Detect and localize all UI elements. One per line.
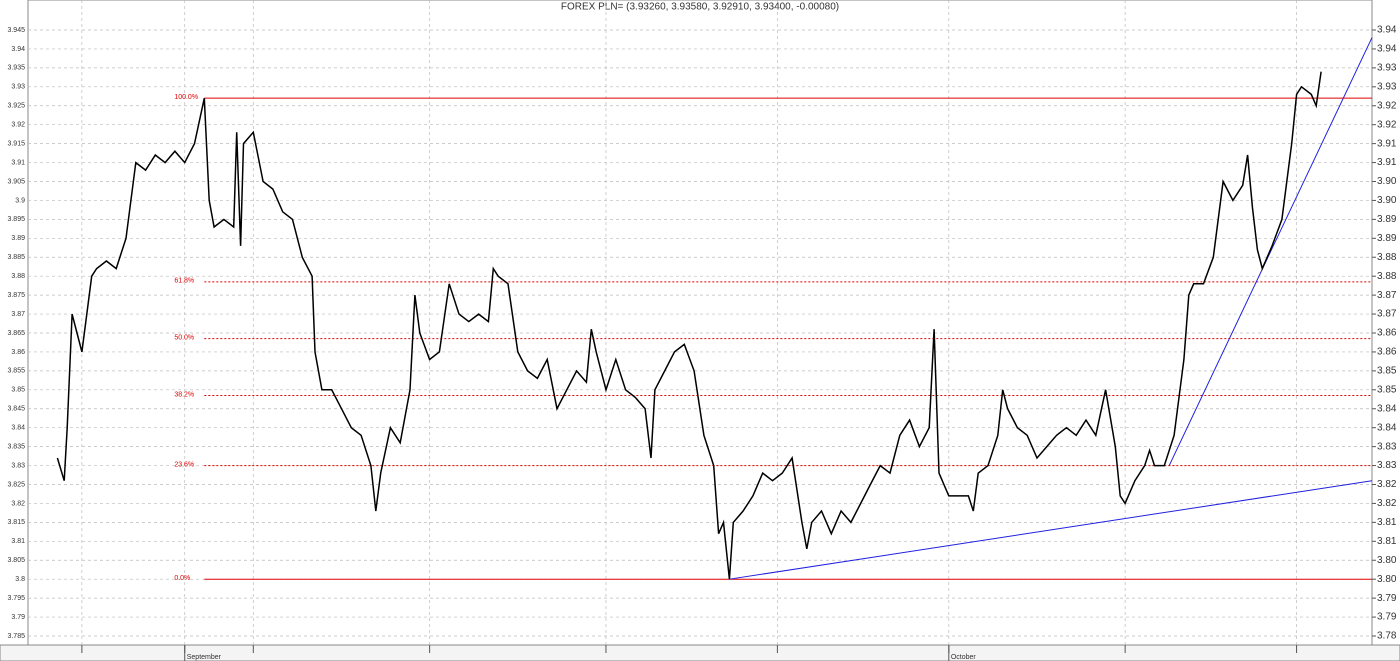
fib-label: 61.8% <box>174 278 194 285</box>
y-tick-label: 3.94 <box>11 46 25 53</box>
y-tick-label: 3.87 <box>11 311 25 318</box>
y-tick-label: 3.815 <box>7 519 25 526</box>
y2-tick-label: 3.94 <box>1377 44 1397 55</box>
trendline <box>729 480 1373 580</box>
y-tick-label: 3.83 <box>11 462 25 469</box>
y2-tick-label: 3.92 <box>1377 100 1397 111</box>
fib-label: 50.0% <box>174 335 194 342</box>
y-tick-label: 3.8 <box>15 576 25 583</box>
y-tick-label: 3.92 <box>11 122 25 129</box>
y2-tick-label: 3.85 <box>1377 366 1397 377</box>
fib-label: 23.6% <box>174 461 194 468</box>
y-tick-label: 3.88 <box>11 273 25 280</box>
chart-title: FOREX PLN= (3.93260, 3.93580, 3.92910, 3… <box>561 2 839 13</box>
y-tick-label: 3.945 <box>7 27 25 34</box>
y-tick-label: 3.915 <box>7 140 25 147</box>
y-tick-label: 3.935 <box>7 65 25 72</box>
y2-tick-label: 3.89 <box>1377 233 1397 244</box>
y-tick-label: 3.85 <box>11 387 25 394</box>
y-tick-label: 3.905 <box>7 178 25 185</box>
y2-tick-label: 3.84 <box>1377 403 1397 414</box>
y2-tick-label: 3.88 <box>1377 271 1397 282</box>
y2-tick-label: 3.91 <box>1377 157 1397 168</box>
date-axis <box>0 644 1400 661</box>
fib-label: 38.2% <box>174 391 194 398</box>
y2-tick-label: 3.81 <box>1377 536 1397 547</box>
y-tick-label: 3.785 <box>7 633 25 640</box>
y2-tick-label: 3.82 <box>1377 498 1397 509</box>
y2-tick-label: 3.91 <box>1377 138 1397 149</box>
price-line <box>56 71 1322 580</box>
y2-tick-label: 3.81 <box>1377 517 1397 528</box>
y2-tick-label: 3.83 <box>1377 460 1397 471</box>
fib-label: 0.0% <box>174 575 190 582</box>
y2-tick-label: 3.87 <box>1377 309 1397 320</box>
y2-tick-label: 3.86 <box>1377 328 1397 339</box>
y-tick-label: 3.86 <box>11 349 25 356</box>
y2-tick-label: 3.94 <box>1377 25 1397 36</box>
y2-tick-label: 3.90 <box>1377 195 1397 206</box>
y-tick-label: 3.875 <box>7 292 25 299</box>
y-tick-label: 3.805 <box>7 557 25 564</box>
y-tick-label: 3.855 <box>7 368 25 375</box>
y-tick-label: 3.82 <box>11 500 25 507</box>
y2-tick-label: 3.88 <box>1377 252 1397 263</box>
y2-tick-label: 3.85 <box>1377 384 1397 395</box>
plot-frame <box>27 0 1373 646</box>
y-tick-label: 3.845 <box>7 406 25 413</box>
y-tick-label: 3.81 <box>11 538 25 545</box>
y-tick-label: 3.885 <box>7 254 25 261</box>
fib-label: 100.0% <box>174 94 198 101</box>
y-tick-label: 3.89 <box>11 235 25 242</box>
y-tick-label: 3.84 <box>11 425 25 432</box>
y-tick-label: 3.835 <box>7 443 25 450</box>
y2-tick-label: 3.79 <box>1377 612 1397 623</box>
y2-tick-label: 3.78 <box>1377 631 1397 642</box>
y-tick-label: 3.9 <box>15 197 25 204</box>
month-label: September <box>187 654 222 661</box>
trendline <box>1168 37 1373 466</box>
y2-tick-label: 3.90 <box>1377 176 1397 187</box>
y-tick-label: 3.91 <box>11 159 25 166</box>
month-label: October <box>951 654 977 661</box>
y-tick-label: 3.865 <box>7 330 25 337</box>
y-tick-label: 3.825 <box>7 481 25 488</box>
y2-tick-label: 3.80 <box>1377 574 1397 585</box>
y-tick-label: 3.895 <box>7 216 25 223</box>
y2-tick-label: 3.92 <box>1377 119 1397 130</box>
y2-tick-label: 3.82 <box>1377 479 1397 490</box>
y2-tick-label: 3.84 <box>1377 422 1397 433</box>
y-tick-label: 3.93 <box>11 84 25 91</box>
y2-tick-label: 3.86 <box>1377 347 1397 358</box>
y2-tick-label: 3.93 <box>1377 81 1397 92</box>
y2-tick-label: 3.89 <box>1377 214 1397 225</box>
y2-tick-label: 3.93 <box>1377 63 1397 74</box>
y2-tick-label: 3.87 <box>1377 290 1397 301</box>
y2-tick-label: 3.79 <box>1377 593 1397 604</box>
y2-tick-label: 3.83 <box>1377 441 1397 452</box>
y-tick-label: 3.795 <box>7 595 25 602</box>
y-tick-label: 3.925 <box>7 103 25 110</box>
y2-tick-label: 3.80 <box>1377 555 1397 566</box>
y-tick-label: 3.79 <box>11 614 25 621</box>
